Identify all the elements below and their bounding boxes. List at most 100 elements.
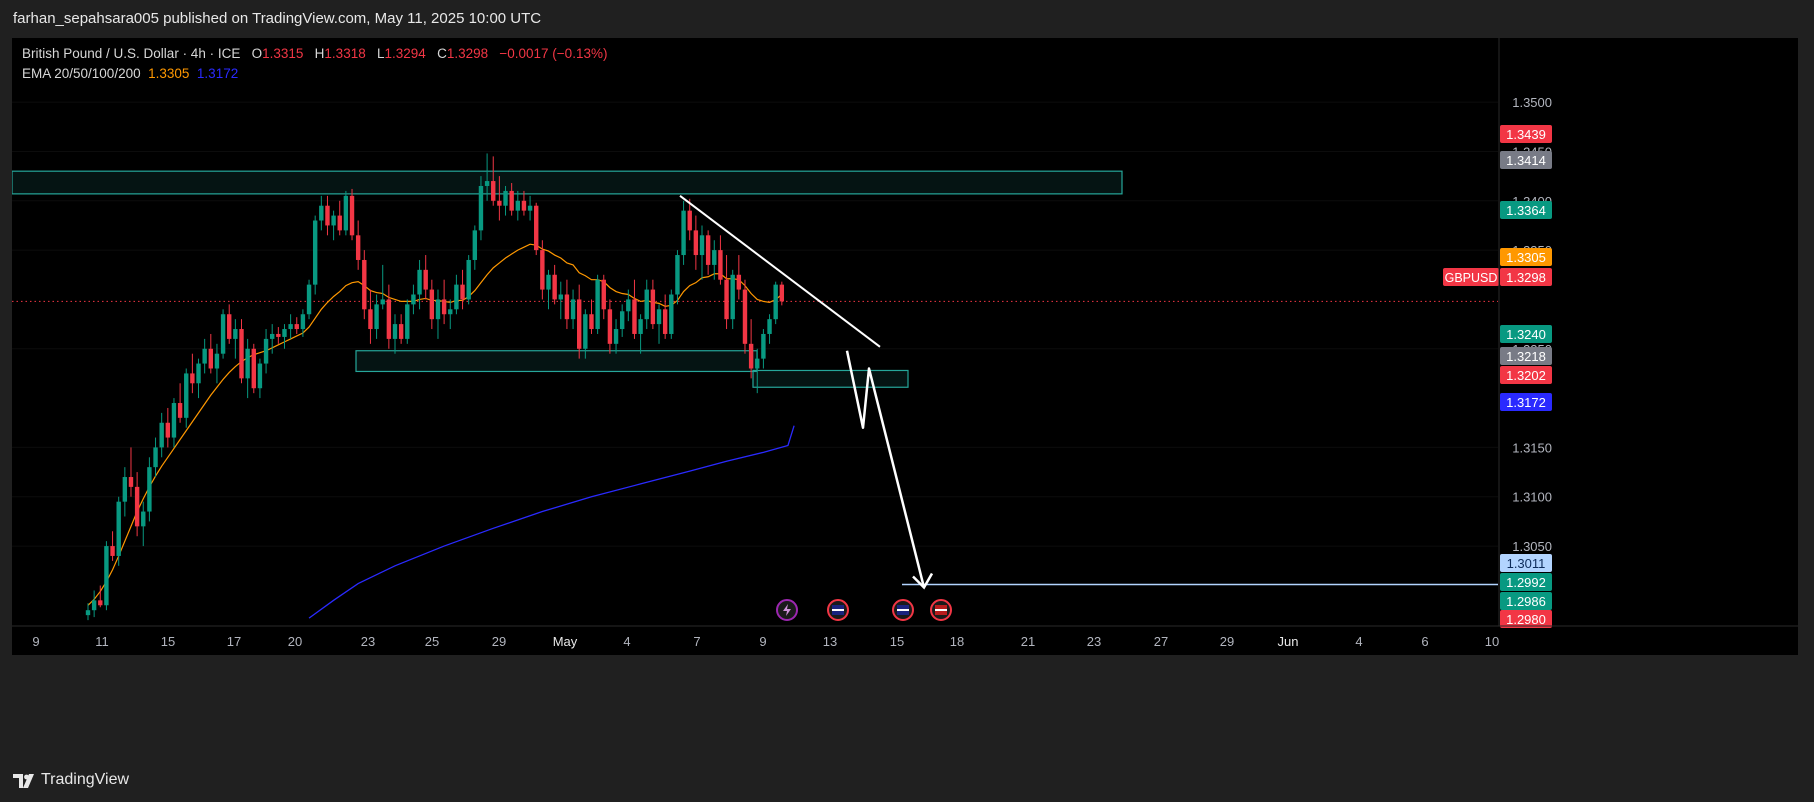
candle-body[interactable] bbox=[693, 230, 699, 256]
price-label-zone[interactable] bbox=[1500, 573, 1552, 591]
candle-body[interactable] bbox=[386, 299, 392, 339]
candle-body[interactable] bbox=[748, 343, 754, 369]
candle-body[interactable] bbox=[227, 314, 232, 339]
candle-body[interactable] bbox=[570, 299, 576, 320]
price-chart[interactable]: 1.35001.34501.34001.33501.32501.31501.31… bbox=[12, 38, 1798, 756]
candle-body[interactable] bbox=[153, 447, 158, 468]
retest-zone[interactable] bbox=[752, 369, 909, 388]
candle-body[interactable] bbox=[270, 333, 275, 339]
candle-body[interactable] bbox=[644, 289, 649, 320]
candle-body[interactable] bbox=[613, 329, 619, 344]
candle-body[interactable] bbox=[104, 546, 109, 606]
candle-body[interactable] bbox=[276, 333, 281, 337]
candle-body[interactable] bbox=[546, 274, 551, 290]
candle-body[interactable] bbox=[521, 200, 527, 211]
candle-body[interactable] bbox=[589, 314, 594, 330]
candle-body[interactable] bbox=[362, 259, 367, 310]
candle-body[interactable] bbox=[220, 314, 226, 354]
candle-body[interactable] bbox=[116, 501, 121, 556]
candle-body[interactable] bbox=[675, 255, 680, 295]
candle-body[interactable] bbox=[515, 200, 520, 211]
candle-body[interactable] bbox=[564, 294, 570, 320]
price-label-last[interactable] bbox=[1500, 268, 1552, 286]
candle-body[interactable] bbox=[343, 195, 349, 231]
descending-trendline[interactable] bbox=[679, 195, 881, 348]
candle-body[interactable] bbox=[484, 181, 490, 186]
candle-body[interactable] bbox=[767, 319, 772, 334]
candle-body[interactable] bbox=[177, 403, 183, 418]
candle-body[interactable] bbox=[429, 289, 435, 320]
candle-body[interactable] bbox=[411, 294, 416, 305]
candle-body[interactable] bbox=[208, 348, 213, 369]
candle-body[interactable] bbox=[454, 284, 459, 310]
candle-body[interactable] bbox=[595, 279, 600, 330]
price-label-ema[interactable] bbox=[1500, 393, 1552, 411]
price-label-target[interactable] bbox=[1500, 554, 1552, 572]
candle-body[interactable] bbox=[282, 329, 287, 337]
price-label-zone[interactable] bbox=[1500, 592, 1552, 610]
candle-body[interactable] bbox=[288, 324, 293, 330]
candle-body[interactable] bbox=[405, 304, 410, 339]
candle-body[interactable] bbox=[736, 274, 742, 290]
candle-body[interactable] bbox=[392, 324, 398, 339]
candle-body[interactable] bbox=[650, 289, 656, 325]
candle-body[interactable] bbox=[441, 299, 447, 315]
candle-body[interactable] bbox=[233, 329, 238, 339]
candle-body[interactable] bbox=[374, 304, 379, 330]
symbol-name[interactable]: British Pound / U.S. Dollar · 4h · ICE bbox=[22, 46, 241, 61]
candle-body[interactable] bbox=[755, 358, 760, 369]
candle-body[interactable] bbox=[632, 299, 637, 334]
candle-body[interactable] bbox=[491, 181, 496, 201]
candle-body[interactable] bbox=[165, 422, 171, 438]
candle-body[interactable] bbox=[239, 329, 244, 379]
candle-body[interactable] bbox=[742, 289, 748, 344]
candle-body[interactable] bbox=[141, 511, 146, 527]
candle-body[interactable] bbox=[626, 299, 631, 312]
candle-body[interactable] bbox=[300, 314, 306, 330]
price-label-ema[interactable] bbox=[1500, 248, 1552, 266]
candle-body[interactable] bbox=[601, 279, 606, 310]
price-label-zone[interactable] bbox=[1500, 325, 1552, 343]
candle-body[interactable] bbox=[466, 259, 471, 300]
candle-body[interactable] bbox=[681, 210, 686, 256]
candle-body[interactable] bbox=[761, 333, 766, 359]
candle-body[interactable] bbox=[355, 235, 361, 260]
candle-body[interactable] bbox=[171, 403, 177, 438]
candle-body[interactable] bbox=[312, 220, 318, 285]
candle-body[interactable] bbox=[472, 230, 478, 260]
candle-body[interactable] bbox=[699, 235, 705, 256]
price-label-grey[interactable] bbox=[1500, 151, 1552, 169]
candle-body[interactable] bbox=[503, 190, 508, 206]
price-label-low[interactable] bbox=[1500, 610, 1552, 628]
candle-body[interactable] bbox=[319, 205, 324, 221]
indicator-legend[interactable]: EMA 20/50/100/200 1.3305 1.3172 bbox=[22, 66, 238, 81]
candle-body[interactable] bbox=[134, 486, 140, 527]
candle-body[interactable] bbox=[607, 309, 613, 344]
candle-body[interactable] bbox=[577, 299, 582, 349]
candle-body[interactable] bbox=[417, 269, 422, 295]
candle-body[interactable] bbox=[527, 205, 533, 211]
candle-body[interactable] bbox=[251, 348, 256, 389]
candle-body[interactable] bbox=[257, 363, 263, 389]
candle-body[interactable] bbox=[380, 299, 385, 305]
candle-body[interactable] bbox=[773, 284, 778, 320]
candle-body[interactable] bbox=[398, 324, 404, 339]
candle-body[interactable] bbox=[497, 200, 502, 206]
candle-body[interactable] bbox=[619, 311, 625, 330]
candle-body[interactable] bbox=[122, 477, 128, 502]
candle-body[interactable] bbox=[159, 422, 164, 448]
price-label-zone[interactable] bbox=[1500, 201, 1552, 219]
candle-body[interactable] bbox=[724, 279, 729, 320]
candle-body[interactable] bbox=[110, 546, 115, 556]
resistance-zone[interactable] bbox=[12, 170, 1123, 195]
candle-body[interactable] bbox=[509, 190, 514, 211]
price-label-high[interactable] bbox=[1500, 125, 1552, 143]
candle-body[interactable] bbox=[478, 185, 484, 231]
candle-body[interactable] bbox=[656, 309, 662, 325]
candle-body[interactable] bbox=[718, 250, 723, 280]
candle-body[interactable] bbox=[147, 467, 152, 512]
candle-body[interactable] bbox=[552, 274, 557, 300]
candle-body[interactable] bbox=[263, 338, 269, 364]
candle-body[interactable] bbox=[349, 195, 355, 236]
candle-body[interactable] bbox=[214, 353, 220, 369]
